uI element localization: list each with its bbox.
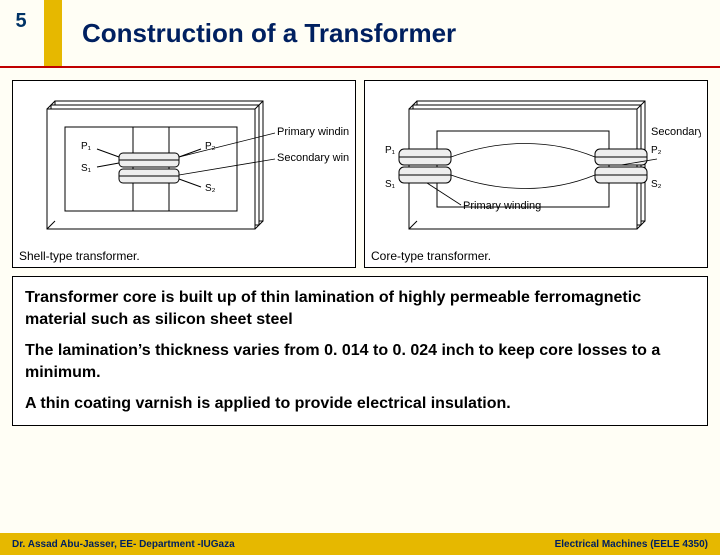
shell-p1: P₁ bbox=[81, 141, 92, 152]
paragraph-3: A thin coating varnish is applied to pro… bbox=[25, 393, 695, 415]
core-p1: P₁ bbox=[385, 145, 396, 156]
text-block: Transformer core is built up of thin lam… bbox=[12, 276, 708, 426]
accent-bar bbox=[44, 0, 62, 66]
core-caption: Core-type transformer. bbox=[371, 249, 701, 263]
core-primary-label: Primary winding bbox=[463, 200, 541, 212]
slide-title: Construction of a Transformer bbox=[62, 0, 720, 66]
shell-s1: S₁ bbox=[81, 163, 92, 174]
core-s2: S₂ bbox=[651, 179, 662, 190]
diagram-row: P₁ S₁ P₂ S₂ Primary winding Secondary wi… bbox=[12, 80, 708, 268]
core-diagram-box: P₁ S₁ P₂ S₂ Primary winding Secondary wi… bbox=[364, 80, 708, 268]
slide-footer: Dr. Assad Abu-Jasser, EE- Department -IU… bbox=[0, 533, 720, 555]
core-diagram: P₁ S₁ P₂ S₂ Primary winding Secondary wi… bbox=[371, 87, 701, 247]
paragraph-1: Transformer core is built up of thin lam… bbox=[25, 287, 695, 330]
shell-secondary-label: Secondary winding bbox=[277, 152, 349, 164]
core-secondary-label: Secondary winding bbox=[651, 126, 701, 138]
core-p2: P₂ bbox=[651, 145, 662, 156]
slide-header: 5 Construction of a Transformer bbox=[0, 0, 720, 68]
footer-right: Electrical Machines (EELE 4350) bbox=[555, 539, 708, 550]
core-s1: S₁ bbox=[385, 179, 396, 190]
slide-content: P₁ S₁ P₂ S₂ Primary winding Secondary wi… bbox=[0, 68, 720, 426]
shell-s2: S₂ bbox=[205, 183, 216, 194]
slide-number-box: 5 bbox=[0, 0, 42, 66]
shell-diagram: P₁ S₁ P₂ S₂ Primary winding Secondary wi… bbox=[19, 87, 349, 247]
shell-primary-label: Primary winding bbox=[277, 126, 349, 138]
footer-left: Dr. Assad Abu-Jasser, EE- Department -IU… bbox=[12, 539, 235, 550]
paragraph-2: The lamination’s thickness varies from 0… bbox=[25, 340, 695, 383]
slide-number: 5 bbox=[15, 10, 26, 33]
shell-caption: Shell-type transformer. bbox=[19, 249, 349, 263]
shell-diagram-box: P₁ S₁ P₂ S₂ Primary winding Secondary wi… bbox=[12, 80, 356, 268]
